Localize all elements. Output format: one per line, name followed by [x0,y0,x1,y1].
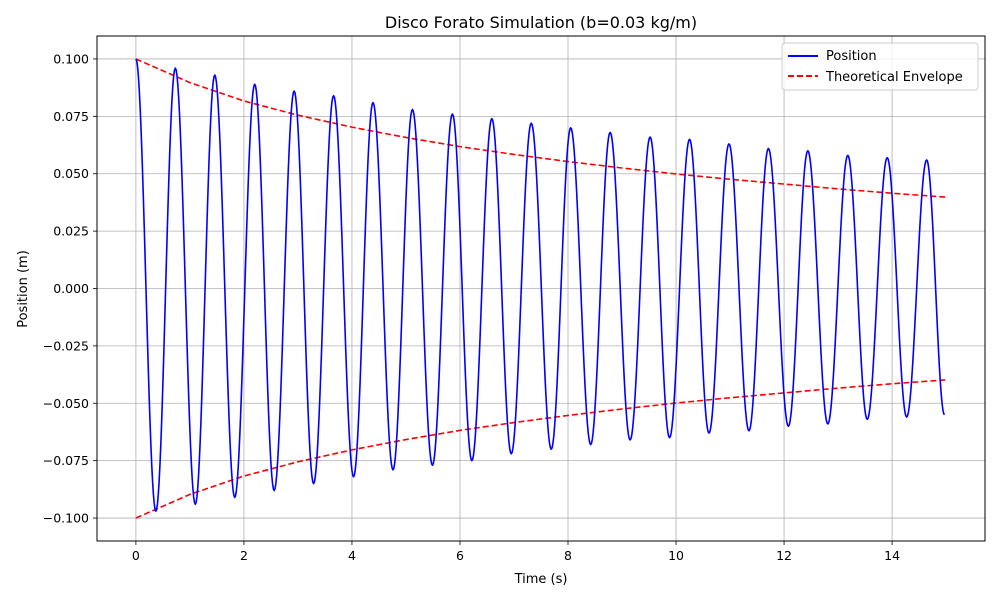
x-tick-label: 4 [348,548,356,563]
legend-label-envelope: Theoretical Envelope [825,70,963,85]
y-tick-label: 0.025 [53,224,89,239]
x-tick-label: 2 [240,548,248,563]
x-axis-label: Time (s) [514,572,568,587]
series-position-line [135,58,946,512]
series-envelope-line [135,58,947,198]
plot-series [135,58,947,519]
y-axis-label: Position (m) [16,250,31,328]
x-tick-label: 14 [884,548,900,563]
y-tick-label: 0.000 [53,281,89,296]
x-tick-label: 6 [456,548,464,563]
x-tick-label: 10 [668,548,684,563]
x-tick-label: 0 [132,548,140,563]
y-tick-label: 0.050 [53,166,89,181]
y-tick-label: −0.075 [43,453,89,468]
plot-area [135,58,947,519]
y-tick-label: −0.100 [43,511,89,526]
legend: Position Theoretical Envelope [781,42,979,91]
y-tick-label: 0.075 [53,109,89,124]
chart-title: Disco Forato Simulation (b=0.03 kg/m) [385,13,697,32]
legend-box [781,42,979,91]
y-tick-label: 0.100 [53,51,89,66]
x-tick-label: 12 [776,548,792,563]
legend-label-position: Position [826,49,877,64]
y-tick-label: −0.050 [43,396,89,411]
x-axis: 0 2 4 6 8 10 12 14 [132,541,900,563]
y-axis: −0.100 −0.075 −0.050 −0.025 0.000 0.025 0.050 0… [43,51,97,526]
y-tick-label: −0.025 [43,338,89,353]
grid [97,36,985,541]
x-tick-label: 8 [564,548,572,563]
series-envelope-line [135,379,947,519]
